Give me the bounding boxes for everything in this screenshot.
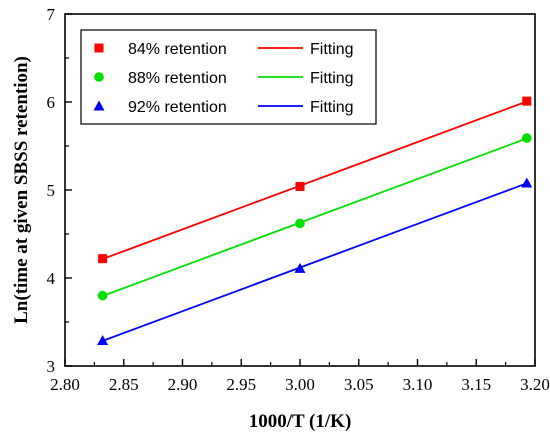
x-tick-label: 3.20 bbox=[520, 375, 550, 394]
data-point bbox=[97, 334, 109, 345]
fit-line bbox=[102, 100, 528, 260]
data-markers bbox=[97, 96, 533, 345]
y-axis-title: Ln(time at given SBSS retention) bbox=[11, 56, 32, 324]
x-tick-label: 2.85 bbox=[109, 375, 139, 394]
fit-line bbox=[102, 137, 528, 297]
legend-fit-label: Fitting bbox=[310, 99, 354, 116]
fit-lines bbox=[102, 100, 528, 342]
legend-fit-label: Fitting bbox=[310, 70, 354, 87]
x-tick-label: 3.10 bbox=[403, 375, 433, 394]
x-tick-label: 3.15 bbox=[461, 375, 491, 394]
x-tick-label: 2.95 bbox=[226, 375, 256, 394]
legend-label: 84% retention bbox=[128, 41, 227, 58]
legend-marker bbox=[94, 72, 104, 82]
legend-marker bbox=[94, 43, 104, 53]
x-tick-label: 2.90 bbox=[168, 375, 198, 394]
legend-label: 92% retention bbox=[128, 99, 227, 116]
x-axis-title: 1000/T (1/K) bbox=[249, 411, 352, 432]
fit-line bbox=[102, 182, 528, 342]
data-point bbox=[98, 254, 108, 264]
legend-fit-label: Fitting bbox=[310, 41, 354, 58]
y-tick-label: 4 bbox=[47, 269, 56, 288]
legend-marker bbox=[93, 100, 105, 111]
axis-ticks: 2.80 2.85 2.90 2.95 3.00 3.05 3.10 3.15 3.20 3 4 5 6… bbox=[47, 5, 550, 394]
data-point bbox=[295, 181, 305, 191]
y-tick-label: 5 bbox=[47, 181, 56, 200]
x-tick-label: 3.05 bbox=[344, 375, 374, 394]
x-tick-label: 2.80 bbox=[50, 375, 80, 394]
y-tick-label: 6 bbox=[47, 93, 56, 112]
legend-box bbox=[80, 29, 377, 125]
y-tick-label: 3 bbox=[47, 357, 56, 376]
data-point bbox=[294, 262, 306, 273]
data-point bbox=[521, 177, 533, 188]
data-point bbox=[522, 96, 532, 106]
legend: 84% retention Fitting 88% retention Fitting… bbox=[80, 29, 377, 125]
data-point bbox=[97, 290, 108, 301]
data-point bbox=[521, 133, 532, 143]
data-point bbox=[295, 218, 305, 229]
y-tick-label: 7 bbox=[47, 5, 56, 24]
x-tick-label: 3.00 bbox=[285, 375, 315, 394]
legend-label: 88% retention bbox=[128, 70, 227, 87]
